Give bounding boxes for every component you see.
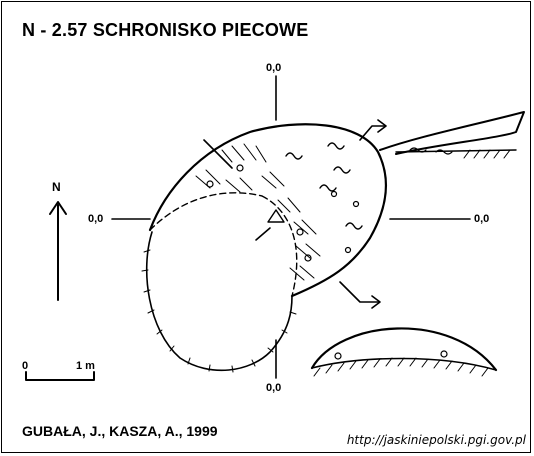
scale-bar <box>25 371 95 381</box>
profile-floor <box>395 149 517 153</box>
section-line-2 <box>255 227 271 241</box>
rubble-band <box>195 143 321 281</box>
cave-title: N - 2.57 SCHRONISKO PIECOWE <box>22 20 309 40</box>
section-block-1 <box>334 352 342 360</box>
profile-clay <box>409 147 453 155</box>
entrance-arrow-bottom <box>339 281 379 303</box>
section-arch <box>310 327 498 372</box>
north-arrow-head <box>49 201 67 215</box>
survey-point-icon <box>267 209 285 223</box>
profile-hatching <box>463 149 511 159</box>
source-url: http://jaskiniepolski.pgi.gov.pl <box>346 433 526 447</box>
scale-start-label: 0 <box>22 360 29 372</box>
lower-chamber-outline <box>146 231 293 372</box>
drip-line <box>149 192 263 231</box>
north-label: N <box>52 180 61 194</box>
section-line <box>203 139 233 169</box>
drip-line-2 <box>261 195 298 297</box>
clay-symbols <box>285 142 363 230</box>
wall-hatching <box>141 249 297 373</box>
entrance-arrow-top <box>359 125 385 141</box>
section-hatching <box>313 357 489 377</box>
upper-chamber-outline <box>148 123 387 298</box>
profile-upper <box>379 111 525 155</box>
rock-blocks <box>206 164 360 262</box>
entrance-arrow-bottom-head <box>371 295 381 309</box>
entrance-arrow-top-head <box>377 119 387 133</box>
coordinate-right: 0,0 <box>474 213 490 225</box>
coordinate-left: 0,0 <box>88 213 104 225</box>
coordinate-bottom: 0,0 <box>266 382 282 394</box>
section-block-2 <box>440 350 448 358</box>
section-floor <box>311 357 497 371</box>
coordinate-top: 0,0 <box>266 62 282 74</box>
scale-end-label: 1 m <box>76 360 95 372</box>
authors-credit: GUBAŁA, J., KASZA, A., 1999 <box>22 423 218 439</box>
